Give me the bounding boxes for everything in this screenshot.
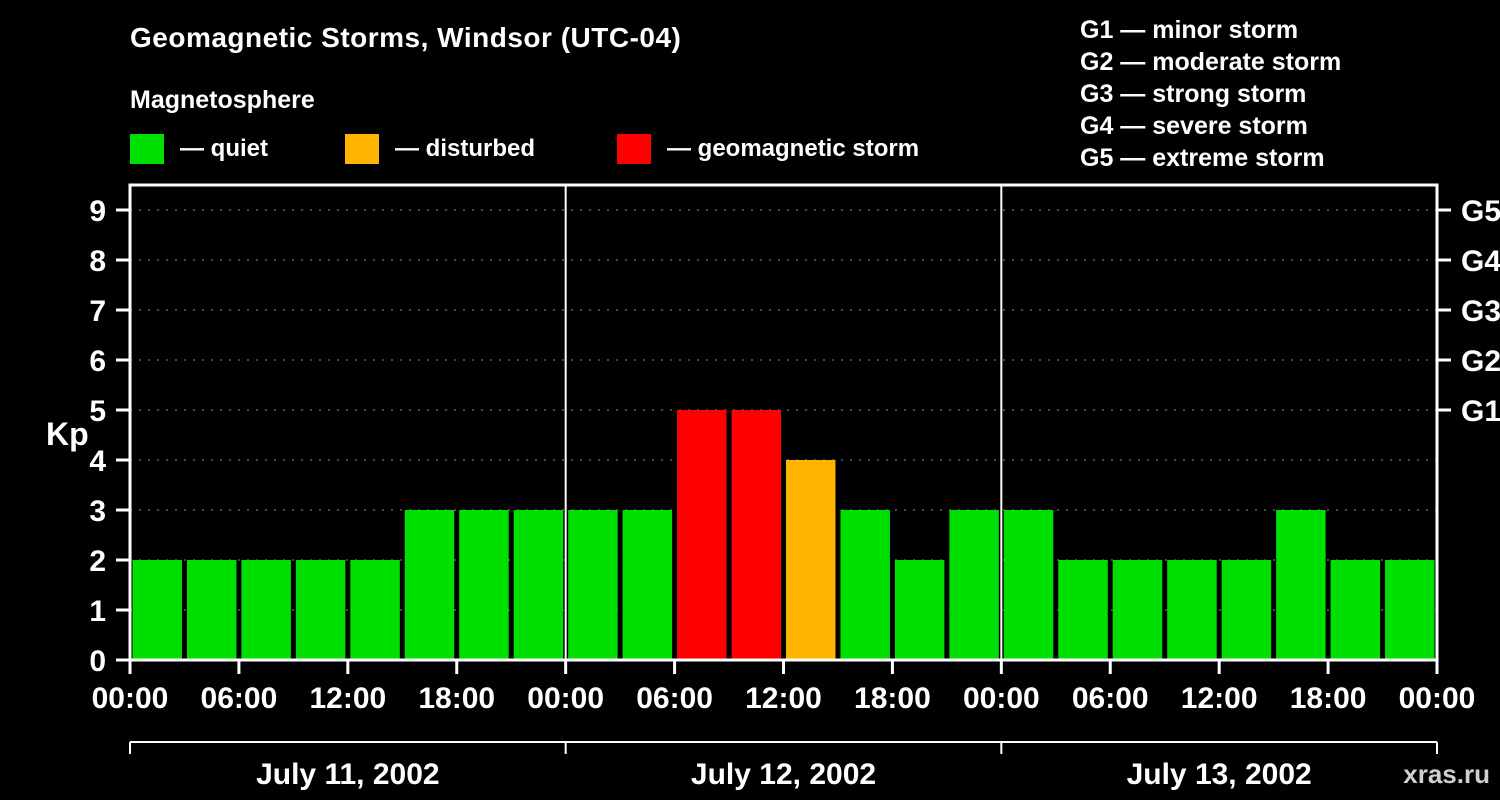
- svg-text:18:00: 18:00: [1290, 682, 1367, 715]
- legend-label-quiet: — quiet: [180, 135, 268, 162]
- legend-item-disturbed: — disturbed: [345, 133, 535, 165]
- svg-text:July 13, 2002: July 13, 2002: [1127, 758, 1312, 791]
- svg-text:00:00: 00:00: [963, 682, 1040, 715]
- svg-text:6: 6: [89, 345, 106, 378]
- svg-text:July 12, 2002: July 12, 2002: [691, 758, 876, 791]
- svg-text:1: 1: [89, 595, 106, 628]
- svg-text:00:00: 00:00: [1399, 682, 1476, 715]
- svg-text:G5: G5: [1461, 195, 1500, 228]
- svg-text:00:00: 00:00: [92, 682, 169, 715]
- svg-text:G1: G1: [1461, 395, 1500, 428]
- svg-text:4: 4: [89, 445, 106, 478]
- svg-text:8: 8: [89, 245, 106, 278]
- xras-watermark: xras.ru: [1403, 759, 1490, 789]
- storm-scale-legend: G1 — minor storm G2 — moderate storm G3 …: [1080, 14, 1341, 174]
- storm-scale-g5: G5 — extreme storm: [1080, 144, 1325, 172]
- svg-text:06:00: 06:00: [201, 682, 278, 715]
- legend-label-disturbed: — disturbed: [395, 135, 536, 162]
- svg-text:06:00: 06:00: [636, 682, 713, 715]
- storm-scale-g2: G2 — moderate storm: [1080, 48, 1342, 76]
- svg-text:18:00: 18:00: [418, 682, 495, 715]
- page-title: Geomagnetic Storms, Windsor (UTC-04): [130, 22, 682, 53]
- quiet-color-swatch: [130, 134, 164, 164]
- magnetosphere-label: Magnetosphere: [130, 86, 315, 114]
- legend-item-quiet: — quiet: [130, 133, 268, 165]
- svg-text:00:00: 00:00: [527, 682, 604, 715]
- svg-text:Kp: Kp: [46, 416, 89, 452]
- svg-text:0: 0: [89, 645, 106, 678]
- svg-text:3: 3: [89, 495, 106, 528]
- storm-scale-g4: G4 — severe storm: [1080, 112, 1308, 140]
- svg-text:2: 2: [89, 545, 106, 578]
- storm-color-swatch: [617, 134, 651, 164]
- svg-text:06:00: 06:00: [1072, 682, 1149, 715]
- svg-text:12:00: 12:00: [309, 682, 386, 715]
- legend-label-storm: — geomagnetic storm: [667, 135, 920, 162]
- svg-text:July 11, 2002: July 11, 2002: [256, 758, 440, 791]
- svg-text:7: 7: [89, 295, 106, 328]
- svg-text:G4: G4: [1461, 245, 1500, 278]
- svg-text:9: 9: [89, 195, 106, 228]
- svg-text:12:00: 12:00: [745, 682, 822, 715]
- legend-item-storm: — geomagnetic storm: [617, 133, 919, 165]
- svg-text:G3: G3: [1461, 295, 1500, 328]
- svg-text:5: 5: [89, 395, 106, 428]
- disturbed-color-swatch: [345, 134, 379, 164]
- svg-text:18:00: 18:00: [854, 682, 931, 715]
- storm-scale-g1: G1 — minor storm: [1080, 16, 1299, 44]
- svg-text:12:00: 12:00: [1181, 682, 1258, 715]
- svg-text:G2: G2: [1461, 345, 1500, 378]
- storm-scale-g3: G3 — strong storm: [1080, 80, 1307, 108]
